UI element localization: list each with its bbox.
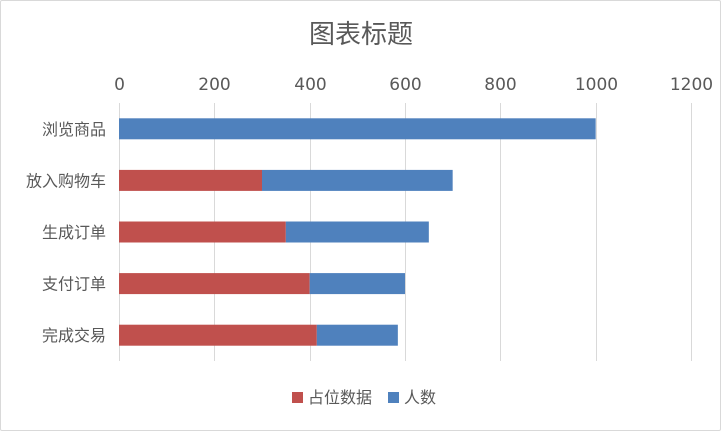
placeholder-bar xyxy=(119,324,317,346)
legend-swatch xyxy=(292,392,303,403)
placeholder-bar xyxy=(119,221,286,243)
category-label: 放入购物车 xyxy=(26,171,106,190)
x-tick-label: 0 xyxy=(114,75,125,95)
count-bar xyxy=(309,273,405,295)
placeholder-bar xyxy=(119,273,310,295)
placeholder-bar xyxy=(119,169,262,191)
x-tick-label: 400 xyxy=(294,75,326,95)
x-tick-label: 600 xyxy=(389,75,421,95)
x-tick-label: 1000 xyxy=(575,75,618,95)
legend-swatch xyxy=(388,392,399,403)
x-axis-ticks: 0 200 400 600 800 1000 1200 xyxy=(114,75,713,95)
legend-label: 占位数据 xyxy=(308,388,372,407)
count-bar xyxy=(262,169,453,191)
category-label: 支付订单 xyxy=(42,275,106,294)
x-tick-label: 800 xyxy=(484,75,516,95)
bars xyxy=(119,118,596,346)
count-bar xyxy=(119,118,596,140)
category-label: 完成交易 xyxy=(42,326,106,345)
legend-label: 人数 xyxy=(404,388,436,407)
x-tick-label: 200 xyxy=(198,75,230,95)
x-tick-label: 1200 xyxy=(670,75,713,95)
count-bar xyxy=(316,324,398,346)
count-bar xyxy=(285,221,429,243)
category-label: 浏览商品 xyxy=(42,120,106,139)
category-label: 生成订单 xyxy=(42,223,106,242)
legend: 占位数据 人数 xyxy=(292,388,436,407)
chart-title: 图表标题 xyxy=(309,20,413,50)
